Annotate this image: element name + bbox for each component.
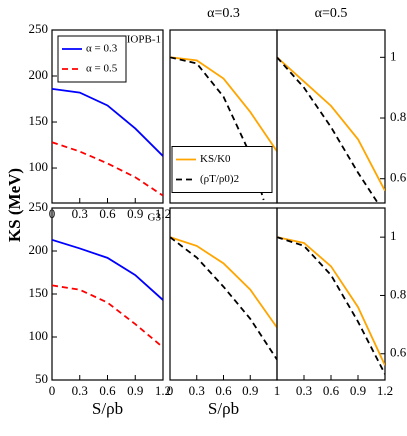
y-tick-label: 0.6 (390, 345, 407, 360)
x-tick-label: 0.3 (72, 206, 88, 221)
y-tick-label: 200 (29, 242, 49, 257)
series-line (170, 56, 277, 152)
x-tick-label: 0.9 (242, 383, 258, 398)
series-line (170, 56, 265, 201)
legend-label: (ρT/ρ0)2 (200, 173, 239, 185)
y-tick-label: 150 (29, 285, 49, 300)
x-tick-label: 0.3 (296, 383, 312, 398)
plot-frame (276, 207, 386, 381)
y-tick-label: 200 (29, 67, 49, 82)
x-tick-label: 1 (274, 383, 281, 398)
x-tick-label: 0 (49, 383, 56, 398)
y-tick-label: 1 (390, 228, 397, 243)
panel-title: α=0.3 (207, 6, 240, 21)
panel-title: α=0.5 (315, 6, 348, 21)
annotation: G3 (148, 212, 162, 224)
y-tick-label: 100 (29, 328, 49, 343)
annotation: IOPB-1 (127, 34, 161, 46)
panel: α=0.3 KS/K0 (ρT/ρ0)2 (169, 6, 278, 204)
legend-box (57, 35, 127, 83)
panel: 0 0.3 0.6 0.9 1 S/ρb (167, 207, 281, 418)
series-line (170, 236, 277, 361)
panel: 0.6 0.8 1 α=0.5 (276, 6, 407, 204)
y-tick-label: 1 (390, 48, 397, 63)
x-tick-label: 0.6 (215, 383, 232, 398)
series-line (52, 238, 163, 301)
plot-frame (51, 207, 164, 381)
x-axis-label: S/ρb (92, 399, 123, 418)
panel: 50 100 150 200 250 0 0.3 0.6 0.9 1.2 G3 S/ρb (29, 199, 172, 418)
x-tick-label: 1.2 (155, 383, 171, 398)
x-axis-label: S/ρb (208, 399, 239, 418)
series-line (52, 141, 163, 197)
y-tick-label: 50 (35, 371, 48, 386)
series-line (277, 236, 385, 366)
legend-label: KS/K0 (200, 153, 231, 165)
series-line (277, 236, 385, 375)
series-line (52, 88, 163, 157)
x-tick-label: 0.6 (99, 206, 116, 221)
x-tick-label: 0.6 (323, 383, 340, 398)
legend-label: α = 0.3 (86, 43, 118, 55)
x-tick-label: 1.2 (377, 383, 393, 398)
x-tick-label: 0.9 (350, 383, 366, 398)
y-tick-label: 250 (29, 21, 49, 36)
series-line (277, 56, 379, 203)
series-line (52, 284, 163, 349)
y-tick-label: 100 (29, 159, 49, 174)
legend-box (171, 146, 273, 193)
y-tick-label: 150 (29, 113, 49, 128)
x-tick-label: 0.9 (127, 383, 143, 398)
x-tick-label: 0.3 (189, 383, 205, 398)
plot-frame (276, 29, 386, 204)
x-tick-label: 0.6 (99, 383, 116, 398)
y-tick-label: 0.6 (390, 170, 407, 185)
y-axis-label: KS (MeV) (5, 168, 24, 242)
x-tick-label: 0 (167, 383, 174, 398)
series-line (170, 236, 277, 329)
series-line (277, 56, 385, 192)
panel: 0.6 0.8 1 0.3 0.6 0.9 1.2 (276, 207, 407, 398)
x-tick-label: 0.9 (127, 206, 143, 221)
x-tick-label: 0.3 (72, 383, 88, 398)
y-tick-label: 0.8 (390, 109, 406, 124)
legend-label: α = 0.5 (86, 63, 118, 75)
y-tick-label: 250 (29, 199, 49, 214)
y-tick-label: 0.8 (390, 286, 406, 301)
plot-frame (169, 207, 278, 381)
